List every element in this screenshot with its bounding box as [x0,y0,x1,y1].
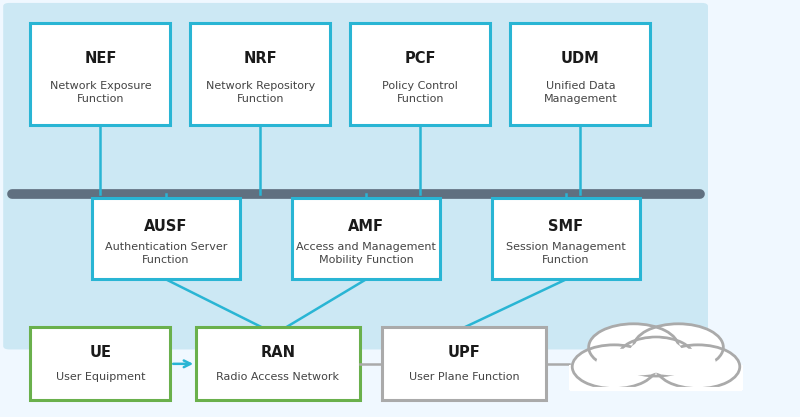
FancyBboxPatch shape [30,23,170,125]
Circle shape [629,339,683,367]
FancyBboxPatch shape [492,198,640,279]
Text: UE: UE [90,345,111,360]
Text: SMF: SMF [549,219,583,234]
Circle shape [572,345,656,389]
Text: Network Exposure
Function: Network Exposure Function [50,81,151,104]
Circle shape [662,349,716,377]
Circle shape [589,324,678,371]
Text: Authentication Server
Function: Authentication Server Function [105,242,227,265]
Text: Network Repository
Function: Network Repository Function [206,81,315,104]
Text: Session Management
Function: Session Management Function [506,242,626,265]
Circle shape [656,345,740,389]
Text: PCF: PCF [405,51,436,66]
FancyBboxPatch shape [3,3,708,349]
Circle shape [618,337,694,376]
FancyBboxPatch shape [510,23,650,125]
Text: NRF: NRF [243,51,278,66]
Text: Access and Management
Mobility Function: Access and Management Mobility Function [296,242,436,265]
FancyBboxPatch shape [570,365,742,390]
Text: UDM: UDM [561,51,600,66]
FancyBboxPatch shape [350,23,490,125]
FancyBboxPatch shape [196,327,360,400]
Text: NEF: NEF [84,51,117,66]
Text: Policy Control
Function: Policy Control Function [382,81,458,104]
Circle shape [634,324,723,371]
Circle shape [617,350,665,375]
FancyBboxPatch shape [382,327,546,400]
Text: Unified Data
Management: Unified Data Management [543,81,618,104]
FancyBboxPatch shape [92,198,240,279]
Text: RAN: RAN [261,345,295,360]
FancyBboxPatch shape [190,23,330,125]
FancyBboxPatch shape [292,198,440,279]
Text: User Equipment: User Equipment [56,372,145,382]
Circle shape [647,350,695,375]
Text: Radio Access Network: Radio Access Network [217,372,339,382]
Text: AMF: AMF [348,219,384,234]
Text: User Plane Function: User Plane Function [409,372,520,382]
FancyBboxPatch shape [30,327,170,400]
Circle shape [596,349,650,377]
Text: AUSF: AUSF [144,219,188,234]
Text: UPF: UPF [448,345,481,360]
